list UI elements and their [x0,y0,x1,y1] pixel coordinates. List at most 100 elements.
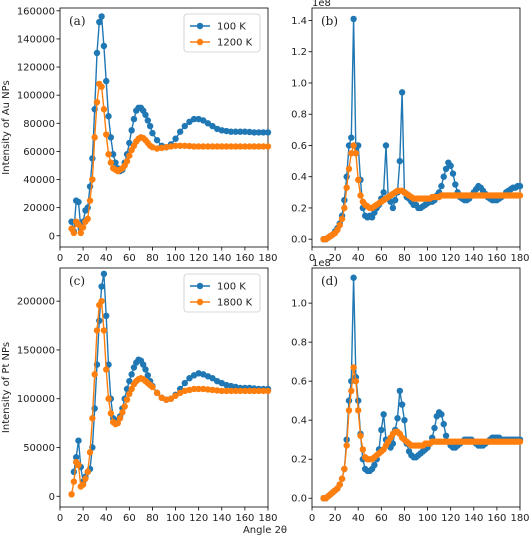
data-point [89,415,96,422]
chart-panel-2: 0 20 40 60 80 100 120 140 160 180 0.0 0.2 0.4 0.6 0.8 1… [291,0,529,264]
data-point [186,118,193,126]
x-tick-label: 160 [235,253,254,264]
data-point [200,143,207,150]
data-point [103,77,110,85]
data-point [93,98,101,106]
data-point [130,364,138,371]
data-point [100,106,108,113]
legend-swatch-marker [196,22,204,30]
data-point [357,432,364,439]
series-line-2 [70,82,268,236]
x-tick-label: 140 [464,513,483,524]
chart-panel-3: 0 20 40 60 80 100 120 140 160 180 0 50000 100000 1500… [1,267,278,524]
data-point [86,449,94,456]
legend-swatch-marker [196,282,204,290]
legend: 100 K 1800 K [183,273,261,313]
x-tick-label: 40 [100,513,113,524]
data-point [431,424,438,432]
data-point [209,143,216,150]
data-point [75,461,82,469]
data-point [213,143,221,150]
data-point [75,437,82,444]
data-point [93,327,101,334]
y-tick-label: 0.0 [291,494,307,505]
data-point [345,142,353,149]
panel-label: (a) [69,14,86,28]
x-tick-label: 20 [77,513,90,524]
data-point [200,117,207,124]
y-tick-label: 0.6 [291,377,307,388]
data-point [103,131,110,138]
panel-label: (b) [321,14,338,28]
data-point [167,395,175,402]
data-point [123,385,131,393]
data-point [255,143,262,150]
data-point [190,143,198,150]
y-tick-label: 1.4 [291,16,307,27]
data-point [218,143,225,150]
data-point [142,366,149,373]
x-tick-label: 140 [212,253,231,264]
legend-label: 1200 K [217,38,253,49]
x-tick-label: 120 [189,253,208,264]
y-tick-label: 0.2 [291,455,307,466]
data-point [449,170,457,177]
data-point [442,432,450,439]
legend-swatch-marker [196,38,204,46]
data-point [380,411,387,418]
data-point [142,111,149,119]
y-tick-label: 150000 [17,345,55,356]
data-point [186,142,193,150]
x-tick-label: 120 [189,513,208,524]
data-point [396,387,404,395]
y-tick-label: 80000 [23,119,55,130]
data-point [398,401,406,408]
data-point [382,142,390,149]
data-point [350,142,357,149]
data-point [357,192,364,199]
data-point [144,372,152,379]
x-tick-label: 80 [398,253,411,264]
data-point [348,150,355,157]
data-point [105,151,112,158]
x-tick-label: 60 [375,253,388,264]
x-tick-label: 120 [441,253,460,264]
data-point [440,173,447,180]
data-point [241,387,249,395]
x-tick-label: 20 [77,253,90,264]
y-tick-label: 20000 [23,203,55,214]
panel-label: (d) [321,274,338,288]
x-tick-label: 100 [166,513,185,524]
data-point [123,396,131,403]
y-tick-label: 40000 [23,175,55,186]
data-point [96,18,103,26]
legend-label: 100 K [217,282,246,293]
data-point [176,142,184,149]
data-point [341,465,348,473]
data-point [218,387,225,395]
data-point [119,409,126,416]
data-point [255,129,262,136]
data-point [232,128,239,135]
data-point [213,387,221,394]
x-axis-title: Angle 2θ [243,525,287,536]
data-point [352,150,360,157]
data-point [70,468,78,476]
x-tick-label: 140 [464,253,483,264]
data-point [75,198,82,206]
data-point [195,385,202,393]
data-point [246,143,253,150]
data-point [378,426,385,434]
data-point [350,15,357,23]
x-tick-label: 180 [510,513,529,524]
data-point [345,407,353,414]
y-tick-label: 1.0 [291,299,307,310]
data-point [98,297,105,305]
y-tick-label: 100000 [17,91,55,102]
data-point [260,143,267,150]
y-axis-title: Intensity of Au NPs [1,80,12,174]
data-point [172,142,179,149]
x-tick-label: 0 [57,253,63,264]
data-point [172,135,179,142]
